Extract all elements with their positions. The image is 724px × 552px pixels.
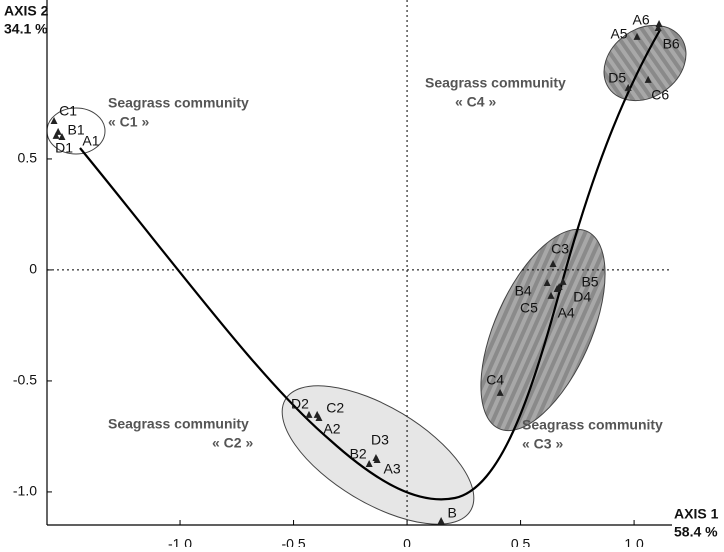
point (315, 414, 323, 422)
point (633, 32, 641, 40)
annotation: « C2 » (212, 435, 253, 451)
y-axis-title: AXIS 2 (4, 3, 49, 19)
x-tick-label: 0 (403, 536, 411, 547)
point-label: A6 (632, 12, 649, 28)
point-label: B2 (350, 446, 367, 462)
point (644, 75, 652, 83)
point-label: D5 (608, 70, 626, 86)
point-label: A3 (384, 461, 401, 477)
annotation: « C3 » (522, 436, 563, 452)
x-tick-label: -1.0 (168, 536, 192, 547)
point (365, 459, 373, 467)
point-label: C6 (651, 87, 669, 103)
point (496, 388, 504, 396)
plot-layer: 0.5 0 -0.5 -1.0 -1.0 -0.5 0 0.5 1.0 C1 B1 D1 A1 D2 C2 A… (13, 0, 680, 552)
annotation: « C1 » (108, 114, 149, 130)
point (624, 83, 632, 91)
point-label: C1 (59, 103, 77, 119)
point-label: D1 (55, 140, 73, 156)
annotation: Seagrass community (108, 416, 249, 432)
point (52, 131, 60, 139)
point-label: D4 (573, 289, 591, 305)
point-label: B1 (68, 122, 85, 138)
point (437, 517, 445, 525)
y-tick-label: 0 (29, 261, 37, 277)
point (373, 455, 381, 463)
point-label: C5 (520, 300, 538, 316)
annotation: Seagrass community (108, 95, 249, 111)
point (50, 116, 58, 124)
y-tick-label: 0.5 (18, 150, 38, 166)
point-label: D2 (291, 396, 309, 412)
x-tick-label: -0.5 (281, 536, 305, 547)
point (543, 279, 551, 287)
cluster-ellipse (281, 385, 475, 525)
x-axis-title: AXIS 1 (674, 506, 719, 522)
y-tick-label: -0.5 (13, 372, 37, 388)
annotation: Seagrass community (522, 417, 663, 433)
point-label: A5 (610, 26, 627, 42)
point (547, 291, 555, 299)
point-label: B (447, 505, 456, 521)
y-tick-label: -1.0 (13, 483, 37, 499)
point-label: B5 (581, 274, 598, 290)
x-axis-subtitle: 58.4 % (674, 524, 718, 540)
point (58, 132, 66, 140)
trend-curve (79, 29, 661, 501)
point (559, 277, 567, 285)
point-label: B4 (515, 283, 532, 299)
point-label: A4 (558, 305, 575, 321)
point-label: B6 (663, 36, 680, 52)
point (549, 259, 557, 267)
point (305, 410, 313, 418)
point-label: C3 (551, 241, 569, 257)
cluster-ellipse (480, 228, 606, 432)
point (654, 23, 662, 31)
x-tick-label: 1.0 (624, 536, 644, 547)
annotation: Seagrass community (425, 75, 566, 91)
point-label: C2 (326, 400, 344, 416)
annotation: « C4 » (455, 94, 496, 110)
point (555, 283, 563, 291)
point-label: A1 (82, 133, 99, 149)
x-tick-label: 0.5 (511, 536, 531, 547)
point-label: D3 (371, 432, 389, 448)
cluster-ellipse (603, 24, 687, 102)
point-label: C4 (486, 372, 504, 388)
y-axis-subtitle: 34.1 % (4, 21, 48, 37)
point (655, 19, 663, 27)
point-label: A2 (323, 421, 340, 437)
